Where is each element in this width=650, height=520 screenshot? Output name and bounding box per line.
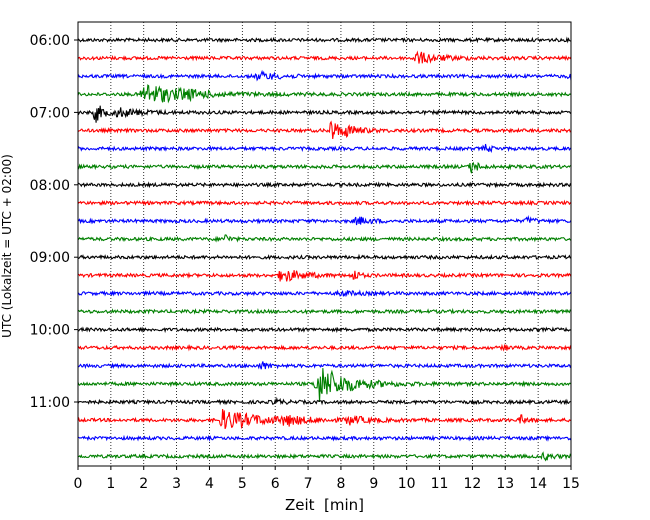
trace-0630 <box>77 69 572 82</box>
trace-0730 <box>77 143 572 154</box>
trace-1145 <box>77 451 572 462</box>
x-tick-label: 9 <box>369 476 378 492</box>
trace-0600 <box>77 36 572 44</box>
y-axis-ticks: 06:00 07:00 08:00 09:00 10:00 11:00 <box>30 33 78 411</box>
x-tick-label: 11 <box>431 476 449 492</box>
x-tick-label: 10 <box>398 476 416 492</box>
trace-0915 <box>77 270 572 282</box>
trace-1030 <box>77 361 572 370</box>
trace-0945 <box>77 307 572 315</box>
plot-frame <box>77 21 572 467</box>
x-tick-label: 5 <box>238 476 247 492</box>
trace-1000 <box>77 326 572 334</box>
x-axis-ticks: 0 1 2 3 4 5 6 7 8 9 10 11 12 13 14 15 <box>74 466 580 492</box>
trace-0700 <box>77 105 572 123</box>
trace-0830 <box>77 215 572 226</box>
trace-1130 <box>77 434 572 442</box>
x-tick-label: 0 <box>74 476 83 492</box>
trace-0900 <box>77 253 572 261</box>
trace-0815 <box>77 199 572 207</box>
trace-1045 <box>77 368 572 403</box>
x-tick-label: 13 <box>496 476 514 492</box>
x-tick-label: 1 <box>106 476 115 492</box>
x-tick-label: 8 <box>336 476 345 492</box>
trace-1115 <box>77 409 572 430</box>
x-tick-label: 7 <box>304 476 313 492</box>
trace-0930 <box>77 289 572 298</box>
grid-lines <box>110 22 539 466</box>
y-tick-label: 09:00 <box>30 250 70 266</box>
y-tick-label: 06:00 <box>30 33 70 49</box>
x-tick-label: 15 <box>562 476 580 492</box>
trace-1015 <box>77 343 572 352</box>
trace-0745 <box>77 161 572 174</box>
y-tick-label: 10:00 <box>30 323 70 339</box>
x-tick-label: 14 <box>529 476 547 492</box>
y-axis-label: UTC (Lokalzeit = UTC + 02:00) <box>0 154 14 338</box>
y-tick-label: 08:00 <box>30 178 70 194</box>
x-tick-label: 6 <box>271 476 280 492</box>
trace-0845 <box>77 234 572 243</box>
trace-0645 <box>77 84 572 104</box>
x-axis-label: Zeit [min] <box>285 496 364 514</box>
y-tick-label: 07:00 <box>30 105 70 121</box>
x-tick-label: 3 <box>172 476 181 492</box>
x-tick-label: 12 <box>463 476 481 492</box>
y-tick-label: 11:00 <box>30 395 70 411</box>
trace-1100 <box>77 396 572 406</box>
trace-0715 <box>77 120 572 140</box>
x-tick-label: 4 <box>205 476 214 492</box>
trace-0800 <box>77 181 572 189</box>
trace-0615 <box>77 50 572 64</box>
seismic-traces <box>77 36 572 462</box>
x-tick-label: 2 <box>139 476 148 492</box>
